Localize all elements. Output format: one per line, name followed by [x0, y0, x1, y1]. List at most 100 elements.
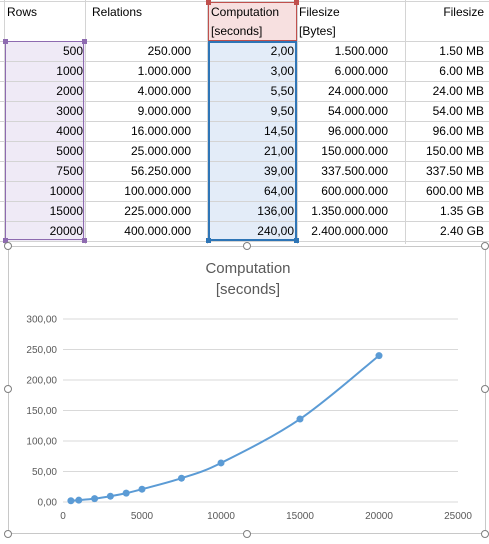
cell-filesize-readable[interactable]: 54.00 MB — [432, 104, 484, 118]
cell-computation[interactable]: 5,50 — [270, 84, 294, 98]
data-point[interactable] — [138, 485, 146, 493]
cell-filesize-bytes[interactable]: 2.400.000.000 — [311, 224, 388, 238]
header-rows[interactable]: Rows — [7, 5, 38, 19]
purple-resize-handle[interactable] — [3, 238, 8, 243]
header-computation-line2[interactable]: [seconds] — [211, 24, 263, 38]
cell-filesize-readable[interactable]: 337.50 MB — [425, 164, 484, 178]
y-tick-label: 200,00 — [26, 376, 57, 387]
data-point[interactable] — [67, 497, 75, 505]
chart-resize-handle[interactable] — [243, 242, 251, 250]
data-point[interactable] — [296, 415, 304, 423]
purple-resize-handle[interactable] — [82, 238, 87, 243]
cell-relations[interactable]: 16.000.000 — [130, 124, 191, 138]
chart-title-line1: Computation — [205, 260, 291, 277]
cell-computation[interactable]: 3,00 — [270, 64, 294, 78]
blue-resize-handle[interactable] — [294, 238, 299, 243]
chart-plot[interactable]: 0,00 50,00 100,00 150,00 200,00 250,00 300,00 0… — [9, 247, 487, 535]
cell-filesize-readable[interactable]: 96.00 MB — [432, 124, 484, 138]
cell-filesize-readable[interactable]: 2.40 GB — [439, 224, 484, 238]
cell-computation[interactable]: 2,00 — [270, 44, 294, 58]
chart-title-line2: [seconds] — [215, 281, 281, 298]
cell-rows[interactable]: 10000 — [49, 184, 83, 198]
purple-resize-handle[interactable] — [3, 39, 8, 44]
cell-filesize-bytes[interactable]: 96.000.000 — [327, 124, 388, 138]
cell-filesize-bytes[interactable]: 24.000.000 — [327, 84, 388, 98]
cell-rows[interactable]: 2000 — [56, 84, 83, 98]
cell-filesize-bytes[interactable]: 1.350.000.000 — [311, 204, 388, 218]
row-gridline — [0, 1, 489, 2]
cell-computation[interactable]: 39,00 — [263, 164, 294, 178]
data-point[interactable] — [217, 459, 225, 467]
cell-relations[interactable]: 1.000.000 — [137, 64, 191, 78]
cell-computation[interactable]: 64,00 — [263, 184, 294, 198]
y-tick-label: 0,00 — [38, 498, 58, 509]
header-relations[interactable]: Relations — [92, 5, 143, 19]
cell-rows[interactable]: 4000 — [56, 124, 83, 138]
cell-relations[interactable]: 4.000.000 — [137, 84, 191, 98]
data-point[interactable] — [178, 474, 185, 482]
row-gridline — [0, 101, 489, 102]
cell-filesize-bytes[interactable]: 600.000.000 — [321, 184, 388, 198]
header-filesize-bytes-line1[interactable]: Filesize — [299, 5, 340, 19]
cell-relations[interactable]: 225.000.000 — [124, 204, 191, 218]
cell-filesize-readable[interactable]: 1.35 GB — [439, 204, 484, 218]
chart-resize-handle[interactable] — [4, 530, 12, 538]
x-tick-label: 20000 — [365, 511, 393, 522]
cell-relations[interactable]: 100.000.000 — [124, 184, 191, 198]
row-gridline — [0, 241, 489, 242]
cell-filesize-bytes[interactable]: 6.000.000 — [334, 64, 388, 78]
cell-computation[interactable]: 21,00 — [263, 144, 294, 158]
purple-resize-handle[interactable] — [82, 39, 87, 44]
cell-rows[interactable]: 500 — [62, 44, 83, 58]
series-line[interactable] — [70, 354, 380, 502]
cell-computation[interactable]: 240,00 — [257, 224, 294, 238]
cell-rows[interactable]: 1000 — [56, 64, 83, 78]
data-point[interactable] — [375, 352, 383, 360]
red-resize-handle[interactable] — [294, 0, 299, 5]
computation-header-highlight — [208, 2, 297, 40]
cell-filesize-bytes[interactable]: 150.000.000 — [321, 144, 388, 158]
cell-filesize-readable[interactable]: 150.00 MB — [425, 144, 484, 158]
cell-rows[interactable]: 3000 — [56, 104, 83, 118]
row-gridline — [0, 181, 489, 182]
chart-resize-handle[interactable] — [243, 530, 251, 538]
chart-resize-handle[interactable] — [481, 385, 489, 393]
data-point[interactable] — [75, 496, 83, 504]
chart-resize-handle[interactable] — [4, 385, 12, 393]
x-tick-label: 15000 — [286, 511, 314, 522]
cell-filesize-bytes[interactable]: 1.500.000 — [334, 44, 388, 58]
header-filesize-readable[interactable]: Filesize — [443, 5, 484, 19]
cell-rows[interactable]: 20000 — [49, 224, 83, 238]
computation-selection-border — [208, 41, 297, 241]
cell-filesize-readable[interactable]: 1.50 MB — [439, 44, 484, 58]
header-filesize-bytes-line2[interactable]: [Bytes] — [299, 24, 336, 38]
cell-relations[interactable]: 250.000 — [147, 44, 191, 58]
cell-rows[interactable]: 5000 — [56, 144, 83, 158]
cell-filesize-readable[interactable]: 24.00 MB — [432, 84, 484, 98]
spreadsheet-grid[interactable]: Rows Relations Computation [seconds] Fil… — [0, 0, 489, 244]
cell-filesize-readable[interactable]: 600.00 MB — [425, 184, 484, 198]
cell-rows[interactable]: 7500 — [56, 164, 83, 178]
chart-resize-handle[interactable] — [481, 242, 489, 250]
red-resize-handle[interactable] — [206, 0, 211, 5]
cell-filesize-bytes[interactable]: 54.000.000 — [327, 104, 388, 118]
cell-computation[interactable]: 136,00 — [257, 204, 294, 218]
data-point[interactable] — [122, 489, 130, 497]
chart-area[interactable]: Computation [seconds] 0,00 50,00 100,00 150… — [8, 246, 486, 534]
cell-filesize-bytes[interactable]: 337.500.000 — [321, 164, 388, 178]
cell-rows[interactable]: 15000 — [49, 204, 83, 218]
cell-relations[interactable]: 56.250.000 — [130, 164, 191, 178]
blue-resize-handle[interactable] — [206, 238, 211, 243]
header-computation-line1[interactable]: Computation — [211, 5, 280, 19]
cell-relations[interactable]: 9.000.000 — [137, 104, 191, 118]
data-point[interactable] — [91, 495, 99, 503]
chart-resize-handle[interactable] — [4, 242, 12, 250]
cell-computation[interactable]: 14,50 — [263, 124, 294, 138]
chart-resize-handle[interactable] — [481, 530, 489, 538]
cell-relations[interactable]: 400.000.000 — [124, 224, 191, 238]
data-point[interactable] — [106, 492, 114, 500]
cell-filesize-readable[interactable]: 6.00 MB — [439, 64, 484, 78]
chart-title[interactable]: Computation [seconds] — [9, 258, 487, 300]
cell-relations[interactable]: 25.000.000 — [130, 144, 191, 158]
cell-computation[interactable]: 9,50 — [270, 104, 294, 118]
